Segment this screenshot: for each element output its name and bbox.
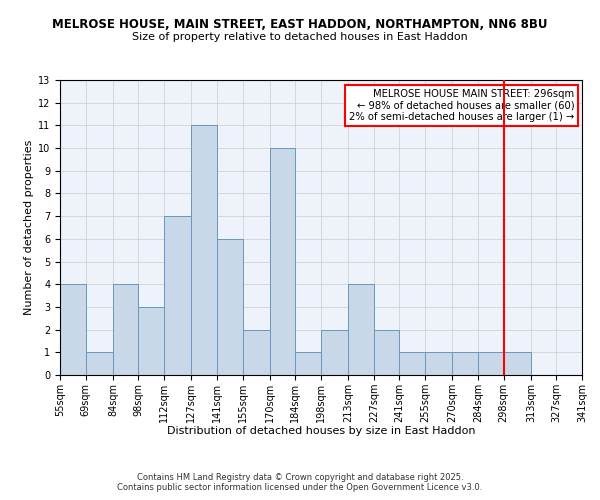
Bar [217,239,242,375]
Text: MELROSE HOUSE, MAIN STREET, EAST HADDON, NORTHAMPTON, NN6 8BU: MELROSE HOUSE, MAIN STREET, EAST HADDON,… [52,18,548,30]
Text: MELROSE HOUSE MAIN STREET: 296sqm
← 98% of detached houses are smaller (60)
2% o: MELROSE HOUSE MAIN STREET: 296sqm ← 98% … [349,89,574,122]
Bar [242,330,270,375]
Bar [86,352,113,375]
Bar [321,330,349,375]
X-axis label: Distribution of detached houses by size in East Haddon: Distribution of detached houses by size … [167,426,475,436]
Bar [270,148,295,375]
Bar [503,352,531,375]
Text: Contains HM Land Registry data © Crown copyright and database right 2025.: Contains HM Land Registry data © Crown c… [137,472,463,482]
Bar [164,216,191,375]
Bar [400,352,425,375]
Y-axis label: Number of detached properties: Number of detached properties [24,140,34,315]
Bar [60,284,86,375]
Bar [191,126,217,375]
Bar [139,307,164,375]
Bar [113,284,139,375]
Bar [425,352,452,375]
Bar [452,352,478,375]
Text: Size of property relative to detached houses in East Haddon: Size of property relative to detached ho… [132,32,468,42]
Bar [478,352,503,375]
Bar [295,352,321,375]
Bar [374,330,400,375]
Bar [349,284,374,375]
Text: Contains public sector information licensed under the Open Government Licence v3: Contains public sector information licen… [118,484,482,492]
